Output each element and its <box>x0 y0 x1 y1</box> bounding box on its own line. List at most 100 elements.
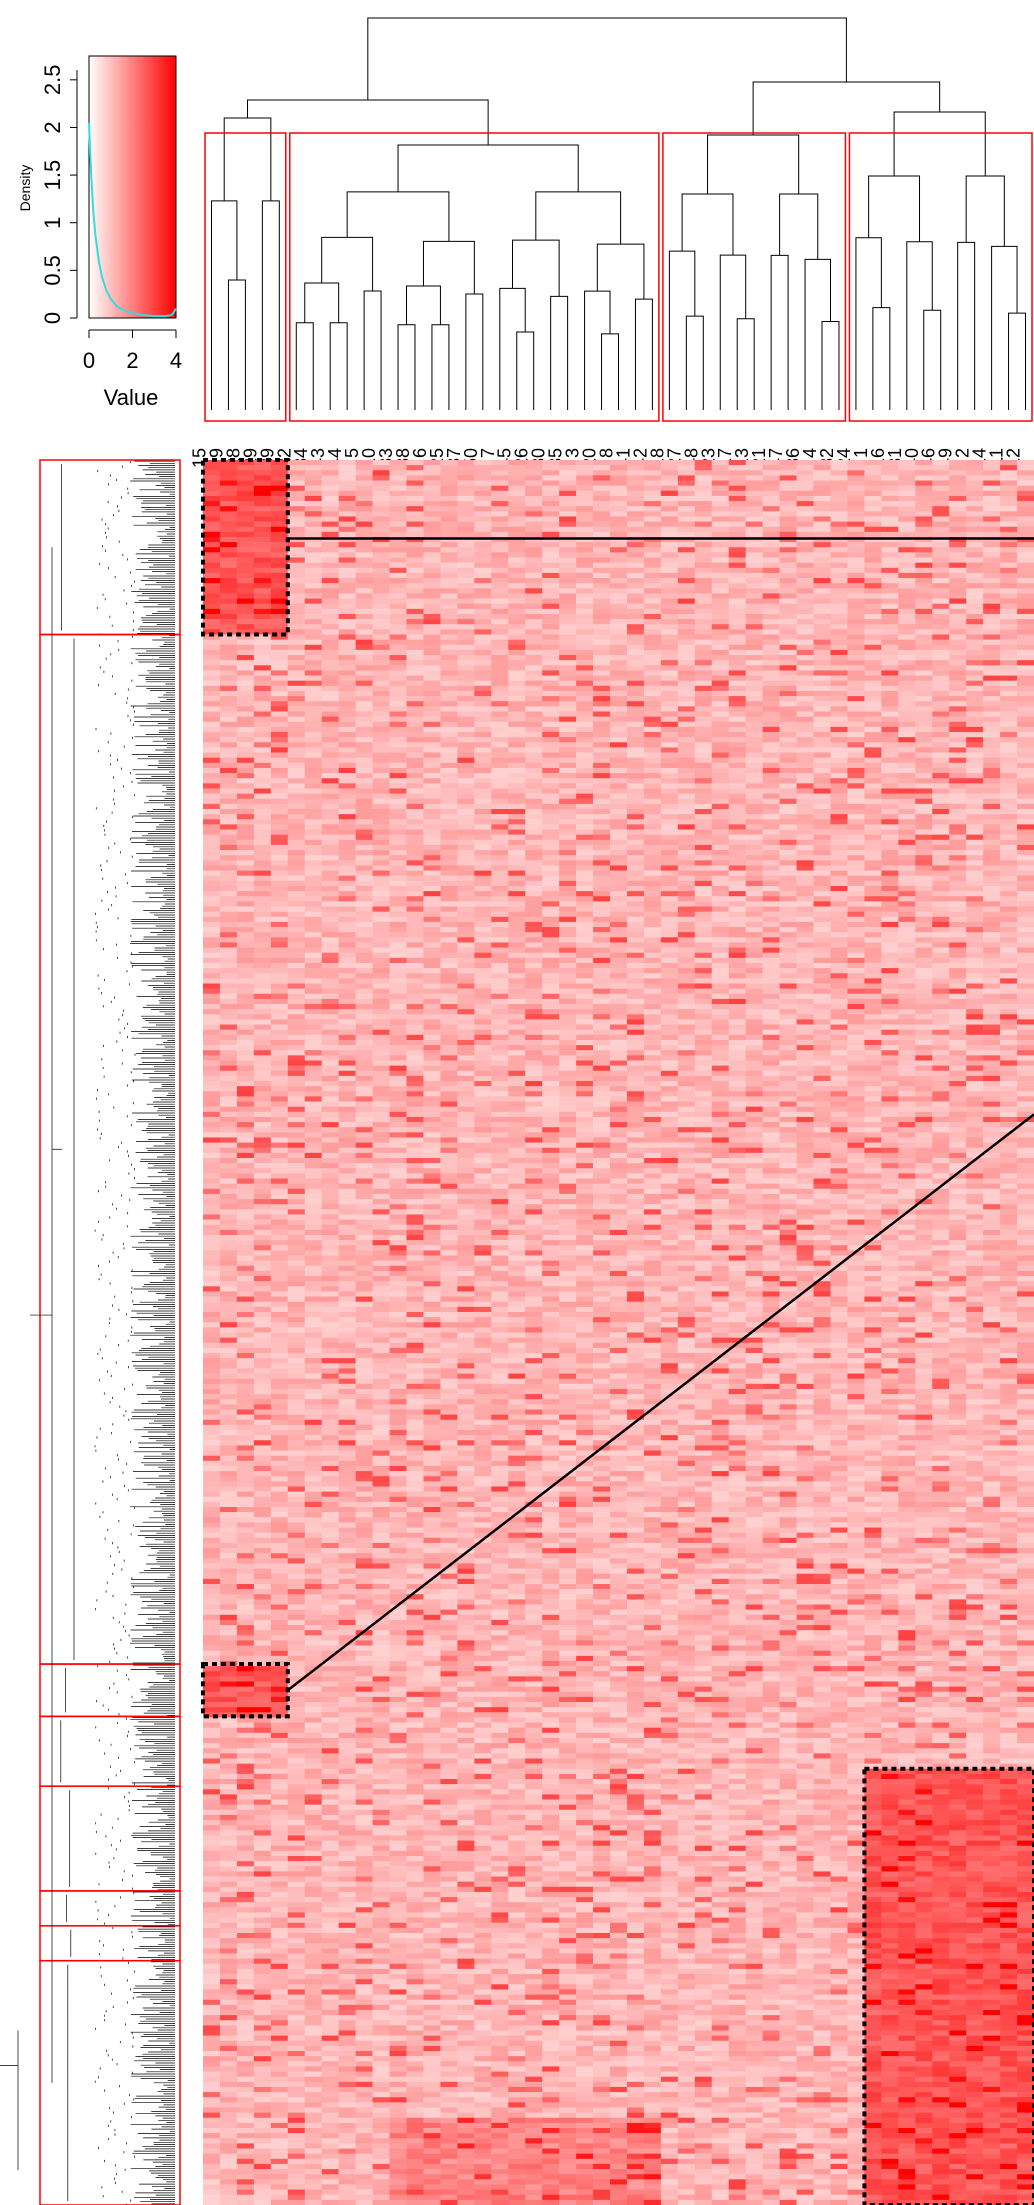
heatmap-cell <box>1000 788 1018 794</box>
heatmap-cell <box>745 578 763 584</box>
heatmap-cell <box>643 839 662 846</box>
heatmap-cell <box>474 490 492 497</box>
heatmap-cell <box>406 906 424 912</box>
heatmap-cell <box>830 916 848 923</box>
heatmap-cell <box>1000 778 1018 784</box>
heatmap-cell <box>525 834 543 841</box>
heatmap-cell <box>932 788 950 794</box>
heatmap-cell <box>440 762 458 769</box>
heatmap-cell <box>321 927 339 933</box>
heatmap-cell <box>1017 737 1034 743</box>
heatmap-cell <box>660 567 679 574</box>
heatmap-cell <box>626 655 645 661</box>
heatmap-cell <box>711 465 730 471</box>
column-dendrogram-branch <box>804 258 831 410</box>
heatmap-cell <box>1000 696 1018 702</box>
heatmap-cell <box>508 880 526 887</box>
heatmap-cell <box>643 485 662 492</box>
heatmap-cell <box>321 957 339 964</box>
heatmap-cell <box>1017 562 1034 569</box>
heatmap-cell <box>796 885 814 892</box>
heatmap-cell <box>253 567 272 574</box>
heatmap-cell <box>1000 891 1018 897</box>
heatmap-cell <box>304 747 323 753</box>
heatmap-cell <box>864 675 882 681</box>
heatmap-cell <box>219 855 238 861</box>
heatmap-cell <box>355 644 373 651</box>
heatmap-cell <box>1017 788 1034 794</box>
heatmap-cell <box>983 655 1001 661</box>
heatmap-cell <box>372 557 390 563</box>
heatmap-cell <box>236 726 255 733</box>
heatmap-cell <box>728 675 746 681</box>
heatmap-cell <box>355 947 373 953</box>
heatmap-cell <box>440 506 458 512</box>
heatmap-cell <box>932 860 950 866</box>
heatmap-cell <box>219 531 238 538</box>
heatmap-cell <box>287 480 306 486</box>
heatmap-cell <box>762 860 780 866</box>
heatmap-cell <box>559 901 577 907</box>
heatmap-cell <box>966 767 984 774</box>
heatmap-cell <box>864 809 882 815</box>
heatmap-cell <box>491 911 509 918</box>
heatmap-cell <box>236 531 255 538</box>
heatmap-cell <box>949 855 967 861</box>
heatmap-cell <box>287 675 306 681</box>
heatmap-cell <box>321 562 339 569</box>
heatmap-cell <box>813 855 831 861</box>
heatmap-cell <box>372 660 390 666</box>
heatmap-cell <box>559 572 577 579</box>
heatmap-cell <box>694 937 713 943</box>
heatmap-cell <box>1017 957 1034 964</box>
heatmap-cell <box>508 588 526 594</box>
heatmap-cell <box>830 814 848 820</box>
heatmap-cell <box>813 562 831 569</box>
heatmap-cell <box>1017 670 1034 676</box>
heatmap-cell <box>508 613 526 620</box>
heatmap-cell <box>966 665 984 671</box>
heatmap-cell <box>1000 608 1018 615</box>
heatmap-cell <box>711 762 730 769</box>
heatmap-cell <box>576 747 594 753</box>
heatmap-cell <box>253 937 272 943</box>
heatmap-cell <box>355 619 373 625</box>
heatmap-cell <box>847 875 865 882</box>
heatmap-cell <box>813 608 831 615</box>
heatmap-cell <box>491 542 509 548</box>
heatmap-cell <box>898 927 916 933</box>
heatmap-cell <box>491 726 509 733</box>
heatmap-cell <box>457 885 475 892</box>
heatmap-cell <box>338 485 356 492</box>
heatmap-cell <box>508 875 526 882</box>
heatmap-cell <box>576 608 594 615</box>
heatmap-cell <box>694 588 713 594</box>
heatmap-cell <box>677 634 696 640</box>
heatmap-cell <box>881 757 899 764</box>
heatmap-cell <box>593 896 611 902</box>
heatmap-cell <box>457 680 475 687</box>
heatmap-cell <box>1000 598 1018 604</box>
heatmap-cell <box>423 767 441 774</box>
heatmap-cell <box>711 629 730 635</box>
heatmap-cell <box>593 875 611 882</box>
heatmap-cell <box>542 701 560 707</box>
heatmap-cell <box>847 860 865 866</box>
heatmap-cell <box>660 639 679 646</box>
heatmap-cell <box>983 844 1001 851</box>
heatmap-cell <box>796 891 814 897</box>
heatmap-cell <box>898 655 916 661</box>
heatmap-cell <box>932 701 950 707</box>
heatmap-cell <box>304 798 323 805</box>
heatmap-cell <box>745 952 763 959</box>
heatmap-cell <box>576 562 594 569</box>
heatmap-cell <box>983 711 1001 717</box>
heatmap-cell <box>932 757 950 764</box>
heatmap-cell <box>728 506 746 512</box>
heatmap-cell <box>626 495 645 502</box>
heatmap-cell <box>304 906 323 912</box>
heatmap-cell <box>559 952 577 959</box>
heatmap-cell <box>813 660 831 666</box>
heatmap-cell <box>559 552 577 558</box>
heatmap-cell <box>949 696 967 702</box>
